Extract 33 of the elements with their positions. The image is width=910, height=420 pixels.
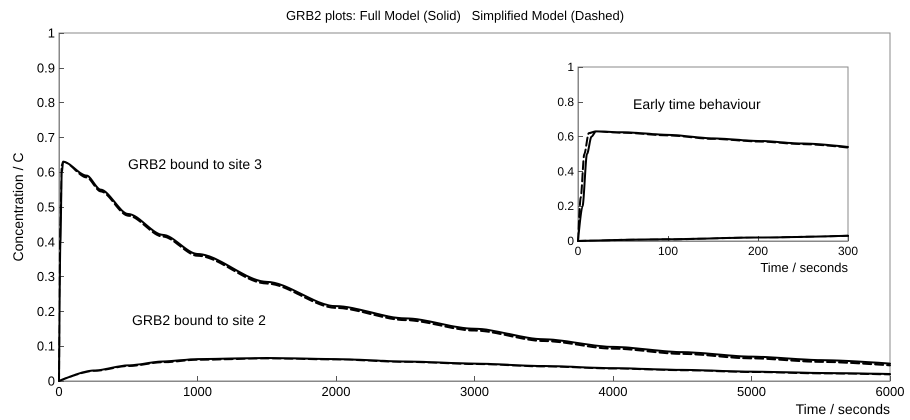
x-tick-label: 2000 xyxy=(322,384,350,399)
chart-title: GRB2 plots: Full Model (Solid) Simplified Model (Dashed) xyxy=(286,8,624,23)
x-tick-label: 6000 xyxy=(876,384,904,399)
y-tick-label: 0.3 xyxy=(36,269,55,284)
text: Early time behaviour xyxy=(633,96,761,112)
y-tick-label: 0.4 xyxy=(36,234,55,250)
annotation: GRB2 bound to site 2 xyxy=(132,312,266,328)
x-tick-label: 4000 xyxy=(598,384,628,399)
y-tick-label: 0.4 xyxy=(557,164,574,178)
y-tick-label: 1 xyxy=(567,60,574,74)
y-tick-label: 0.1 xyxy=(36,338,55,354)
x-tick-label: 5000 xyxy=(737,384,766,399)
x-tick-label: 300 xyxy=(838,244,858,258)
y-tick-label: 0.8 xyxy=(557,94,574,109)
x-axis-title: Time / seconds xyxy=(760,260,848,275)
y-tick-label: 0.2 xyxy=(36,304,55,319)
y-tick-label: 0.2 xyxy=(557,199,574,214)
y-axis-title: Concentration / C xyxy=(10,152,26,262)
y-tick-label: 0.9 xyxy=(36,60,55,76)
x-tick-label: 100 xyxy=(658,244,678,258)
y-tick-label: 0 xyxy=(567,234,574,248)
y-tick-label: 0.5 xyxy=(36,200,55,214)
y-tick-label: 0.6 xyxy=(36,164,55,180)
x-tick-label: 3000 xyxy=(460,384,489,399)
y-tick-label: 1 xyxy=(48,26,55,40)
y-tick-label: 0.6 xyxy=(557,130,574,144)
y-tick-label: 0.8 xyxy=(36,95,55,110)
x-axis-title: Time / seconds xyxy=(796,401,890,417)
x-tick-label: 1000 xyxy=(183,384,212,399)
y-tick-label: 0 xyxy=(48,374,55,388)
y-tick-label: 0.7 xyxy=(36,130,55,145)
annotation: GRB2 bound to site 3 xyxy=(128,156,262,172)
x-tick-label: 200 xyxy=(748,244,768,258)
